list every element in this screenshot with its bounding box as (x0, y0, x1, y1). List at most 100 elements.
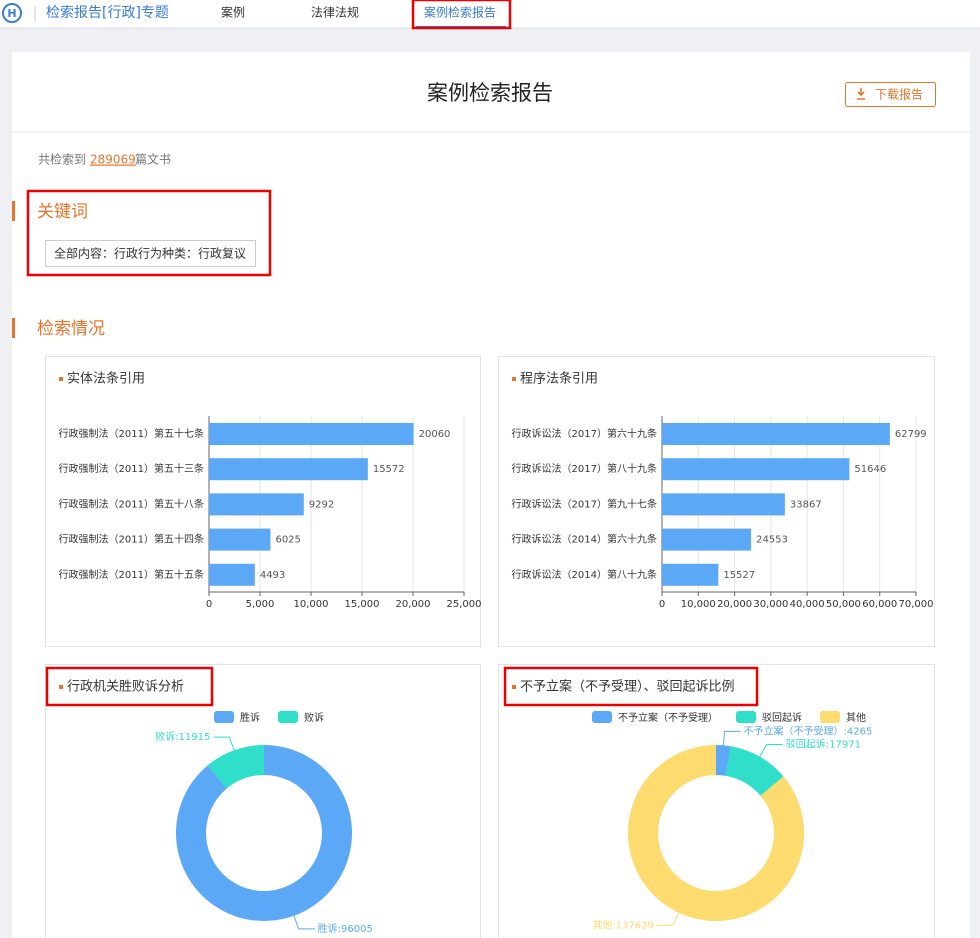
highlight-box (26, 189, 272, 277)
summary-prefix: 共检索到 (38, 152, 86, 167)
x-tick-label: 60,000 (862, 599, 897, 610)
keyword-tag-text: 全部内容：行政行为种类：行政复议 (54, 246, 246, 261)
x-tick-label: 30,000 (753, 599, 788, 610)
leader-line (656, 912, 680, 926)
x-tick-label: 0 (206, 599, 212, 610)
legend-swatch (820, 711, 840, 723)
title-marker (59, 685, 63, 689)
bar (662, 563, 719, 586)
highlight-box (503, 666, 759, 707)
y-tick-label: 行政强制法（2011）第五十五条 (59, 568, 204, 581)
bar (209, 563, 255, 586)
bar (209, 528, 271, 551)
y-tick-label: 行政诉讼法（2017）第六十九条 (512, 427, 657, 440)
download-button[interactable] (845, 82, 936, 107)
legend-swatch (214, 711, 234, 723)
value-label: 33867 (790, 499, 822, 510)
y-tick-label: 行政诉讼法（2014）第六十九条 (512, 533, 657, 546)
leader-line (213, 736, 235, 751)
data-label: 败诉:11915 (155, 730, 210, 743)
summary-suffix: 篇文书 (135, 152, 171, 167)
legend-label: 败诉 (304, 711, 324, 724)
y-tick-label: 行政诉讼法（2017）第九十七条 (512, 497, 657, 510)
value-label: 15572 (373, 464, 405, 475)
section-heading: 关键词 (37, 202, 88, 222)
report-title: 案例检索报告 (427, 81, 553, 105)
value-label: 6025 (275, 535, 300, 546)
leader-line (722, 730, 741, 746)
pie-slice (716, 745, 731, 776)
x-tick-label: 20,000 (717, 599, 752, 610)
bar (662, 458, 850, 481)
x-tick-label: 10,000 (681, 599, 716, 610)
x-tick-label: 40,000 (790, 599, 825, 610)
pie-slice (628, 745, 804, 921)
data-label: 驳回起诉:17971 (786, 738, 861, 751)
value-label: 51646 (854, 464, 886, 475)
legend-swatch (278, 711, 298, 723)
y-tick-label: 行政强制法（2011）第五十七条 (59, 427, 204, 440)
y-tick-label: 行政强制法（2011）第五十八条 (59, 497, 204, 510)
legend-label: 不予立案（不予受理） (618, 711, 718, 724)
leader-line (759, 744, 783, 757)
x-tick-label: 5,000 (246, 599, 275, 610)
brand[interactable]: 检索报告[行政]专题 (46, 4, 169, 21)
chart-title: 不予立案（不予受理）、驳回起诉比例 (520, 680, 735, 695)
heading-marker (12, 201, 15, 221)
download-icon (857, 88, 865, 100)
title-marker (59, 377, 63, 381)
data-label: 胜诉:96005 (318, 922, 373, 935)
nav-tab[interactable]: 法律法规 (311, 5, 359, 20)
legend-label: 其他 (846, 711, 866, 724)
x-tick-label: 10,000 (294, 599, 329, 610)
x-tick-label: 70,000 (899, 599, 934, 610)
y-tick-label: 行政诉讼法（2014）第八十九条 (512, 568, 657, 581)
value-label: 62799 (895, 429, 927, 440)
section-heading: 检索情况 (37, 319, 105, 339)
highlight-box (411, 0, 512, 30)
value-label: 24553 (756, 535, 788, 546)
bar (662, 423, 890, 445)
title-marker (512, 377, 516, 381)
highlight-box (45, 666, 214, 707)
legend-label: 胜诉 (240, 711, 260, 724)
nav-bar (0, 0, 980, 28)
data-label: 不予立案（不予受理）:4265 (744, 724, 873, 737)
chart-title: 行政机关胜败诉分析 (67, 680, 184, 695)
y-tick-label: 行政诉讼法（2017）第八十九条 (512, 462, 657, 475)
x-tick-label: 50,000 (826, 599, 861, 610)
value-label: 20060 (419, 429, 451, 440)
keyword-tag (45, 240, 256, 267)
pie-slice (175, 745, 352, 921)
chart-title: 实体法条引用 (67, 371, 145, 387)
bar (209, 458, 368, 481)
pie-slice (725, 746, 784, 796)
value-label: 15527 (723, 570, 755, 581)
legend-label: 驳回起诉 (762, 711, 802, 724)
x-tick-label: 25,000 (447, 599, 482, 610)
download-label[interactable]: 下载报告 (875, 87, 923, 102)
heading-marker (12, 318, 15, 338)
x-tick-label: 15,000 (345, 599, 380, 610)
nav-tab-active[interactable]: 案例检索报告 (424, 5, 496, 20)
bar (209, 493, 304, 516)
summary-total[interactable]: 289069 (90, 153, 136, 167)
y-tick-label: 行政强制法（2011）第五十四条 (59, 533, 204, 546)
logo[interactable] (2, 3, 22, 23)
value-label: 4493 (260, 570, 285, 581)
data-label: 其他:137629 (592, 918, 654, 931)
bar (662, 493, 785, 516)
y-tick-label: 行政强制法（2011）第五十三条 (59, 462, 204, 475)
x-tick-label: 0 (659, 599, 665, 610)
title-marker (512, 685, 516, 689)
logo-mark: H (7, 7, 16, 20)
bar (662, 528, 752, 551)
leader-line (293, 915, 315, 930)
nav-tab[interactable]: 案例 (221, 5, 245, 20)
bar (209, 423, 414, 445)
pie-slice (207, 745, 264, 789)
x-tick-label: 20,000 (396, 599, 431, 610)
legend-swatch (736, 711, 756, 723)
value-label: 9292 (309, 499, 334, 510)
